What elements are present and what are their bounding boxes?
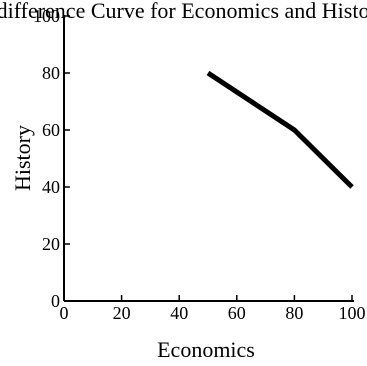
x-tick-label: 60	[228, 303, 246, 323]
y-axis-label: History	[10, 125, 35, 191]
x-tick-label: 40	[170, 303, 188, 323]
series-line	[206, 70, 354, 189]
x-tick-label: 100	[339, 303, 366, 323]
chart-title: Indifference Curve for Economics and His…	[0, 0, 367, 23]
y-tick-label: 100	[33, 6, 60, 26]
y-tick-label: 20	[42, 234, 60, 254]
plot-area: 0 20 40 60 80 100 0 20 40 60 80 100	[33, 6, 366, 323]
x-tick-label: 0	[60, 303, 69, 323]
x-axis-label: Economics	[157, 337, 255, 362]
y-tick-label: 40	[42, 177, 60, 197]
y-tick-label: 0	[51, 291, 60, 311]
y-tick-label: 80	[42, 63, 60, 83]
x-tick-label: 80	[285, 303, 303, 323]
x-tick-label: 20	[113, 303, 131, 323]
y-tick-label: 60	[42, 120, 60, 140]
